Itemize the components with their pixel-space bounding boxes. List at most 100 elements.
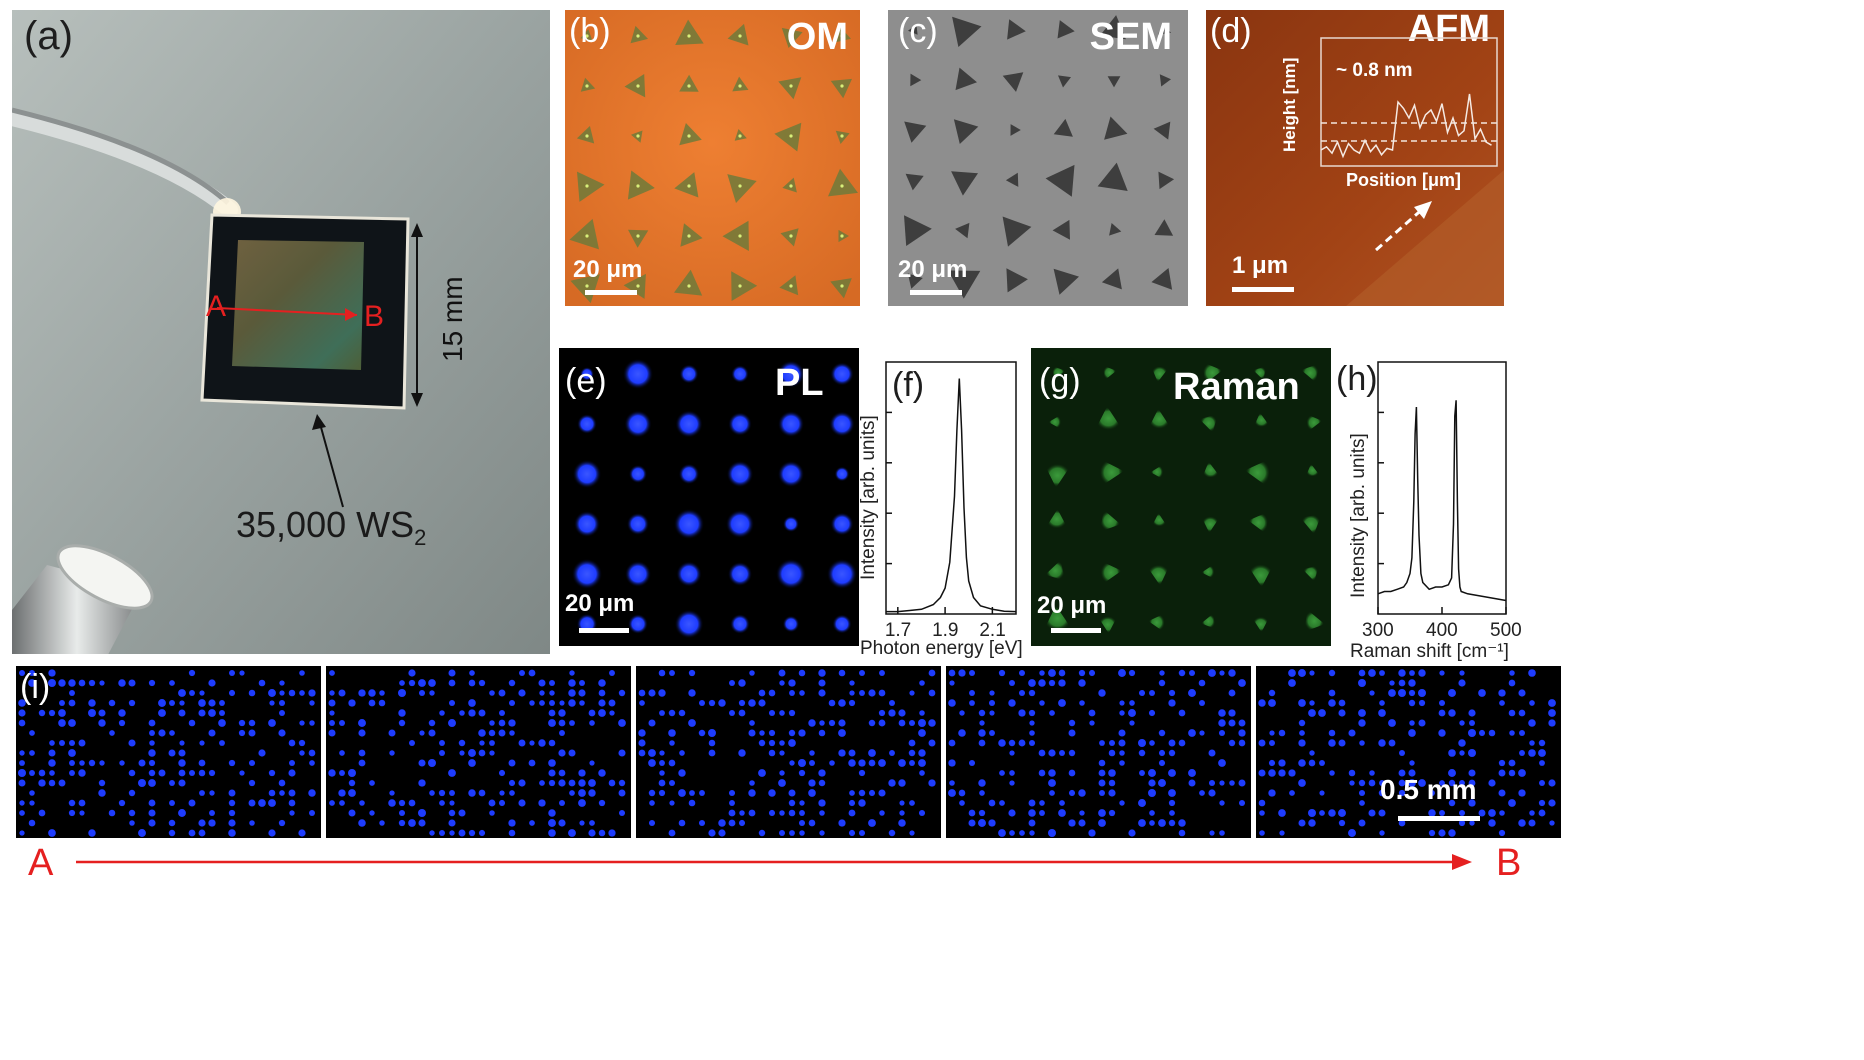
mosaic-spot: [598, 679, 606, 687]
mosaic-spot: [779, 710, 785, 716]
mosaic-spot: [788, 799, 796, 807]
mosaic-spot: [539, 690, 545, 696]
mosaic-spot: [1238, 729, 1246, 737]
mosaic-spot: [268, 799, 276, 807]
mosaic-spot: [569, 670, 575, 676]
sem-flake: [953, 119, 979, 144]
mosaic-spot: [1169, 810, 1175, 816]
mosaic-spot: [1258, 799, 1266, 807]
mosaic-spot: [1008, 679, 1016, 687]
mosaic-spot: [1398, 779, 1406, 787]
mosaic-spot: [1178, 739, 1186, 747]
mosaic-spot: [1538, 809, 1546, 817]
mosaic-spot: [518, 779, 526, 787]
mosaic-spot: [348, 699, 356, 707]
mosaic-spot: [858, 829, 866, 837]
mosaic-spot: [829, 760, 835, 766]
mosaic-spot: [208, 729, 216, 737]
mosaic-spot: [678, 789, 686, 797]
mosaic-spot: [678, 819, 686, 827]
mosaic-spot: [868, 759, 876, 767]
mosaic-spot: [708, 729, 716, 737]
mosaic-spot: [298, 739, 306, 747]
mosaic-spot: [429, 790, 435, 796]
mosaic-spot: [1458, 679, 1466, 687]
om-flake: [674, 172, 699, 198]
mosaic-spot: [1128, 669, 1136, 677]
mosaic-spot: [949, 680, 955, 686]
mosaic-spot: [1119, 750, 1125, 756]
mosaic-spot: [1208, 789, 1216, 797]
mosaic-spot: [1308, 709, 1316, 717]
mosaic-spot: [108, 699, 116, 707]
mosaic-spot: [329, 800, 335, 806]
raman-spot: [1099, 510, 1121, 532]
mosaic-tile: [946, 666, 1251, 838]
mosaic-spot: [689, 790, 695, 796]
mosaic-spot: [1149, 740, 1155, 746]
mosaic-spot: [138, 759, 146, 767]
mosaic-spot: [1019, 830, 1025, 836]
mosaic-spot: [898, 709, 906, 717]
mosaic-spot: [1338, 819, 1346, 827]
mosaic-spot: [1068, 719, 1076, 727]
mosaic-spot: [1108, 739, 1116, 747]
mosaic-spot: [838, 669, 846, 677]
mosaic-spot: [119, 760, 125, 766]
mosaic-spot: [558, 769, 566, 777]
mosaic-spot: [1418, 669, 1426, 677]
mosaic-spot: [58, 779, 66, 787]
mosaic-spot: [818, 689, 826, 697]
mosaic-spot: [1138, 739, 1146, 747]
mosaic-spot: [758, 699, 766, 707]
raman-spot: [1301, 363, 1320, 383]
mosaic-spot: [1288, 669, 1296, 677]
mosaic-spot: [1469, 820, 1475, 826]
sem-flake: [1158, 22, 1171, 35]
mosaic-spot: [48, 679, 56, 687]
mosaic-spot: [1098, 809, 1106, 817]
mosaic-spot: [509, 730, 515, 736]
mosaic-spot: [878, 689, 886, 697]
mosaic-spot: [68, 719, 76, 727]
mosaic-spot: [758, 739, 766, 747]
mosaic-spot: [1068, 769, 1076, 777]
mosaic-spot: [848, 759, 856, 767]
mosaic-spot: [589, 820, 595, 826]
mosaic-spot: [888, 779, 896, 787]
mosaic-spot: [809, 760, 815, 766]
mosaic-spot: [608, 699, 616, 707]
mosaic-spot: [1518, 789, 1526, 797]
om-flake: [732, 76, 749, 92]
mosaic-spot: [508, 759, 516, 767]
panel-c-label: (c): [898, 12, 938, 50]
mosaic-spot: [1068, 789, 1076, 797]
mosaic-spot: [918, 759, 926, 767]
mosaic-spot: [909, 830, 915, 836]
mosaic-spot: [358, 749, 366, 757]
mosaic-spot: [138, 829, 146, 837]
mosaic-spot: [49, 770, 55, 776]
mosaic-spot: [1529, 700, 1535, 706]
mosaic-spot: [1278, 769, 1286, 777]
mosaic-spot: [1288, 769, 1296, 777]
mosaic-spot: [1528, 749, 1536, 757]
mosaic-spot: [598, 799, 606, 807]
mosaic-spot: [1528, 669, 1536, 677]
pl-spot: [782, 515, 800, 533]
mosaic-spot: [718, 699, 726, 707]
raman-spot: [1146, 564, 1170, 586]
mosaic-spot: [618, 719, 626, 727]
mosaic-spot: [1118, 739, 1126, 747]
mosaic-spot: [1319, 790, 1325, 796]
mosaic-spot: [358, 759, 366, 767]
mosaic-spot: [1498, 789, 1506, 797]
mosaic-spot: [1078, 819, 1086, 827]
mosaic-spot: [959, 800, 965, 806]
mosaic-spot: [28, 819, 36, 827]
om-nucleation-dot: [636, 184, 640, 188]
mosaic-spot: [889, 750, 895, 756]
mosaic-spot: [199, 740, 205, 746]
mosaic-spot: [1488, 819, 1496, 827]
mosaic-spot: [268, 689, 276, 697]
